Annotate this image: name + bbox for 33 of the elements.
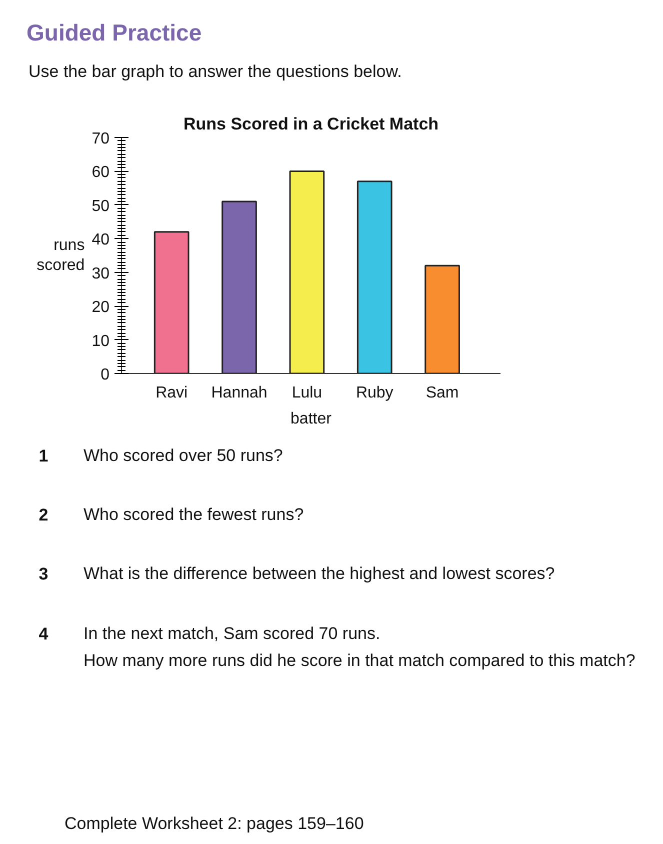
x-tick-label: Hannah xyxy=(211,384,268,402)
y-tick-label: 30 xyxy=(92,265,110,282)
text: Use the bar graph to answer the questions below. xyxy=(28,62,402,81)
text: Who scored the fewest runs? xyxy=(84,505,304,524)
bar xyxy=(154,231,190,374)
x-tick-label: Lulu xyxy=(292,384,322,402)
text: 4 xyxy=(38,624,49,644)
text: 1 xyxy=(38,446,48,466)
y-axis-title: runs scored xyxy=(36,236,85,274)
x-tick-label: Ruby xyxy=(356,384,394,402)
y-tick-label: 10 xyxy=(92,332,110,350)
y-tick-label: 40 xyxy=(92,232,110,249)
y-tick-label: 50 xyxy=(92,198,110,215)
x-axis-title: batter xyxy=(290,410,332,428)
y-tick-label: 60 xyxy=(92,164,110,182)
y-tick-label: 0 xyxy=(100,366,110,384)
text: Guided Practice xyxy=(26,20,202,46)
x-tick-label: Ravi xyxy=(156,384,188,402)
text: 2 xyxy=(38,506,48,524)
text: Who scored over 50 runs? xyxy=(84,446,283,465)
bar xyxy=(222,200,257,374)
bar xyxy=(356,180,392,374)
x-tick-label: Sam xyxy=(426,384,459,402)
bar xyxy=(424,264,460,374)
y-tick-label: 20 xyxy=(92,299,110,316)
text: Complete Worksheet 2: pages 159–160 xyxy=(64,814,364,833)
bar xyxy=(289,170,325,374)
text: How many more runs did he score in that match compared to this match? xyxy=(84,651,636,670)
y-tick-label: 70 xyxy=(92,130,110,148)
text: In the next match, Sam scored 70 runs. xyxy=(84,624,380,643)
text: 3 xyxy=(38,564,48,584)
chart-title: Runs Scored in a Cricket Match xyxy=(183,114,439,134)
text: What is the difference between the highest and lowest scores? xyxy=(84,564,555,583)
